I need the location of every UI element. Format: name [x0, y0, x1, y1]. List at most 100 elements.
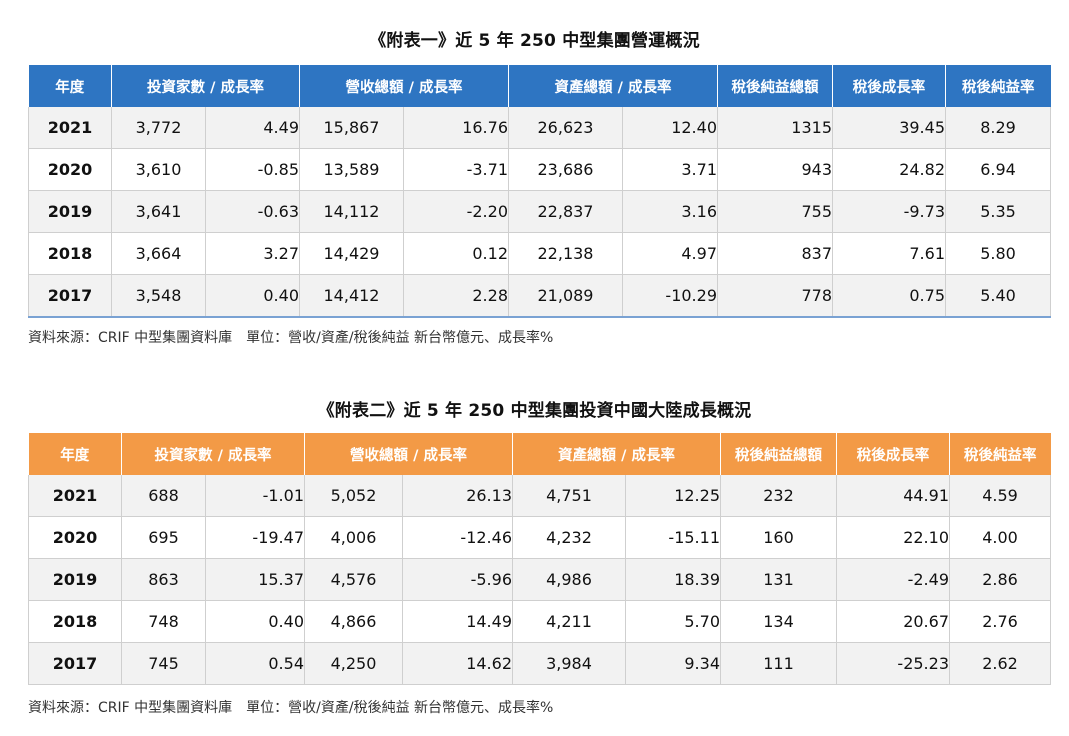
- value-cell: 22,837: [508, 190, 623, 233]
- table-row: 2017 745 0.54 4,250 14.62 3,984 9.34 111 -25.23 2…: [28, 642, 1051, 685]
- value-cell: 8.29: [945, 107, 1051, 149]
- value-cell: 12.40: [622, 107, 718, 149]
- value-cell: 3.71: [622, 148, 718, 191]
- table-2-header-4: 稅後純益總額: [720, 433, 837, 475]
- value-cell: 4.00: [949, 516, 1051, 559]
- value-cell: 3,548: [111, 274, 206, 318]
- value-cell: 2.76: [949, 600, 1051, 643]
- value-cell: 0.54: [205, 642, 305, 685]
- value-cell: 3.27: [205, 232, 300, 275]
- value-cell: 22.10: [836, 516, 950, 559]
- value-cell: 232: [720, 475, 837, 517]
- year-cell: 2019: [28, 190, 112, 233]
- value-cell: 4,986: [512, 558, 626, 601]
- value-cell: 745: [121, 642, 206, 685]
- year-cell: 2021: [28, 107, 112, 149]
- value-cell: 160: [720, 516, 837, 559]
- year-cell: 2020: [28, 516, 122, 559]
- table-2-header-2: 營收總額 / 成長率: [304, 433, 513, 475]
- value-cell: -10.29: [622, 274, 718, 318]
- value-cell: 2.86: [949, 558, 1051, 601]
- value-cell: 755: [717, 190, 833, 233]
- value-cell: 15,867: [299, 107, 404, 149]
- table-1-header-row: 年度 投資家數 / 成長率 營收總額 / 成長率 資產總額 / 成長率 稅後純益總額 稅後…: [28, 65, 1051, 107]
- value-cell: -5.96: [402, 558, 513, 601]
- value-cell: 3,610: [111, 148, 206, 191]
- value-cell: -0.85: [205, 148, 300, 191]
- value-cell: -2.20: [403, 190, 509, 233]
- value-cell: 20.67: [836, 600, 950, 643]
- table-2-source-note: 資料來源：CRIF 中型集團資料庫 單位：營收/資產/稅後純益 新台幣億元、成長…: [28, 700, 554, 716]
- value-cell: -19.47: [205, 516, 305, 559]
- table-2-header-3: 資產總額 / 成長率: [512, 433, 721, 475]
- value-cell: 5.80: [945, 232, 1051, 275]
- value-cell: -9.73: [832, 190, 946, 233]
- table-1-title: 《附表一》近 5 年 250 中型集團營運概況: [369, 31, 700, 51]
- value-cell: 15.37: [205, 558, 305, 601]
- value-cell: 14,112: [299, 190, 404, 233]
- value-cell: 0.12: [403, 232, 509, 275]
- value-cell: -2.49: [836, 558, 950, 601]
- value-cell: 14,429: [299, 232, 404, 275]
- value-cell: 5.40: [945, 274, 1051, 318]
- year-cell: 2018: [28, 600, 122, 643]
- value-cell: 7.61: [832, 232, 946, 275]
- value-cell: 4.49: [205, 107, 300, 149]
- value-cell: 4.97: [622, 232, 718, 275]
- value-cell: -3.71: [403, 148, 509, 191]
- value-cell: 4,006: [304, 516, 403, 559]
- value-cell: 4,211: [512, 600, 626, 643]
- table-row: 2021 3,772 4.49 15,867 16.76 26,623 12.40 1315 3…: [28, 107, 1051, 149]
- table-row: 2017 3,548 0.40 14,412 2.28 21,089 -10.29 778 0.…: [28, 274, 1051, 318]
- value-cell: 16.76: [403, 107, 509, 149]
- table-2-header-6: 稅後純益率: [949, 433, 1051, 475]
- table-2-header-row: 年度 投資家數 / 成長率 營收總額 / 成長率 資產總額 / 成長率 稅後純益總額 稅後…: [28, 433, 1051, 475]
- value-cell: 22,138: [508, 232, 623, 275]
- value-cell: 4,576: [304, 558, 403, 601]
- value-cell: 2.62: [949, 642, 1051, 685]
- year-cell: 2017: [28, 274, 112, 318]
- table-1-header-5: 稅後成長率: [832, 65, 946, 107]
- value-cell: 2.28: [403, 274, 509, 318]
- value-cell: 0.40: [205, 600, 305, 643]
- value-cell: 748: [121, 600, 206, 643]
- value-cell: 9.34: [625, 642, 721, 685]
- table-2-header-1: 投資家數 / 成長率: [121, 433, 305, 475]
- value-cell: -1.01: [205, 475, 305, 517]
- value-cell: 39.45: [832, 107, 946, 149]
- table-row: 2019 863 15.37 4,576 -5.96 4,986 18.39 131 -2.49…: [28, 558, 1051, 601]
- value-cell: 3,664: [111, 232, 206, 275]
- value-cell: 44.91: [836, 475, 950, 517]
- table-row: 2021 688 -1.01 5,052 26.13 4,751 12.25 232 44.91…: [28, 475, 1051, 517]
- year-cell: 2020: [28, 148, 112, 191]
- value-cell: 3.16: [622, 190, 718, 233]
- value-cell: 688: [121, 475, 206, 517]
- table-1-header-3: 資產總額 / 成長率: [508, 65, 718, 107]
- table-2-header-0: 年度: [28, 433, 122, 475]
- value-cell: 134: [720, 600, 837, 643]
- value-cell: -0.63: [205, 190, 300, 233]
- value-cell: 14,412: [299, 274, 404, 318]
- value-cell: 12.25: [625, 475, 721, 517]
- value-cell: 5,052: [304, 475, 403, 517]
- table-1-source-note: 資料來源：CRIF 中型集團資料庫 單位：營收/資產/稅後純益 新台幣億元、成長…: [28, 330, 554, 346]
- year-cell: 2017: [28, 642, 122, 685]
- value-cell: 837: [717, 232, 833, 275]
- value-cell: 4,866: [304, 600, 403, 643]
- value-cell: 5.70: [625, 600, 721, 643]
- value-cell: 943: [717, 148, 833, 191]
- value-cell: 26,623: [508, 107, 623, 149]
- table-row: 2020 695 -19.47 4,006 -12.46 4,232 -15.11 160 22…: [28, 516, 1051, 559]
- value-cell: 14.49: [402, 600, 513, 643]
- value-cell: 778: [717, 274, 833, 318]
- year-cell: 2019: [28, 558, 122, 601]
- value-cell: 0.40: [205, 274, 300, 318]
- table-1-header-0: 年度: [28, 65, 112, 107]
- value-cell: -15.11: [625, 516, 721, 559]
- value-cell: 14.62: [402, 642, 513, 685]
- value-cell: 863: [121, 558, 206, 601]
- value-cell: 3,984: [512, 642, 626, 685]
- table-row: 2019 3,641 -0.63 14,112 -2.20 22,837 3.16 755 -9…: [28, 190, 1051, 233]
- value-cell: 3,641: [111, 190, 206, 233]
- value-cell: 26.13: [402, 475, 513, 517]
